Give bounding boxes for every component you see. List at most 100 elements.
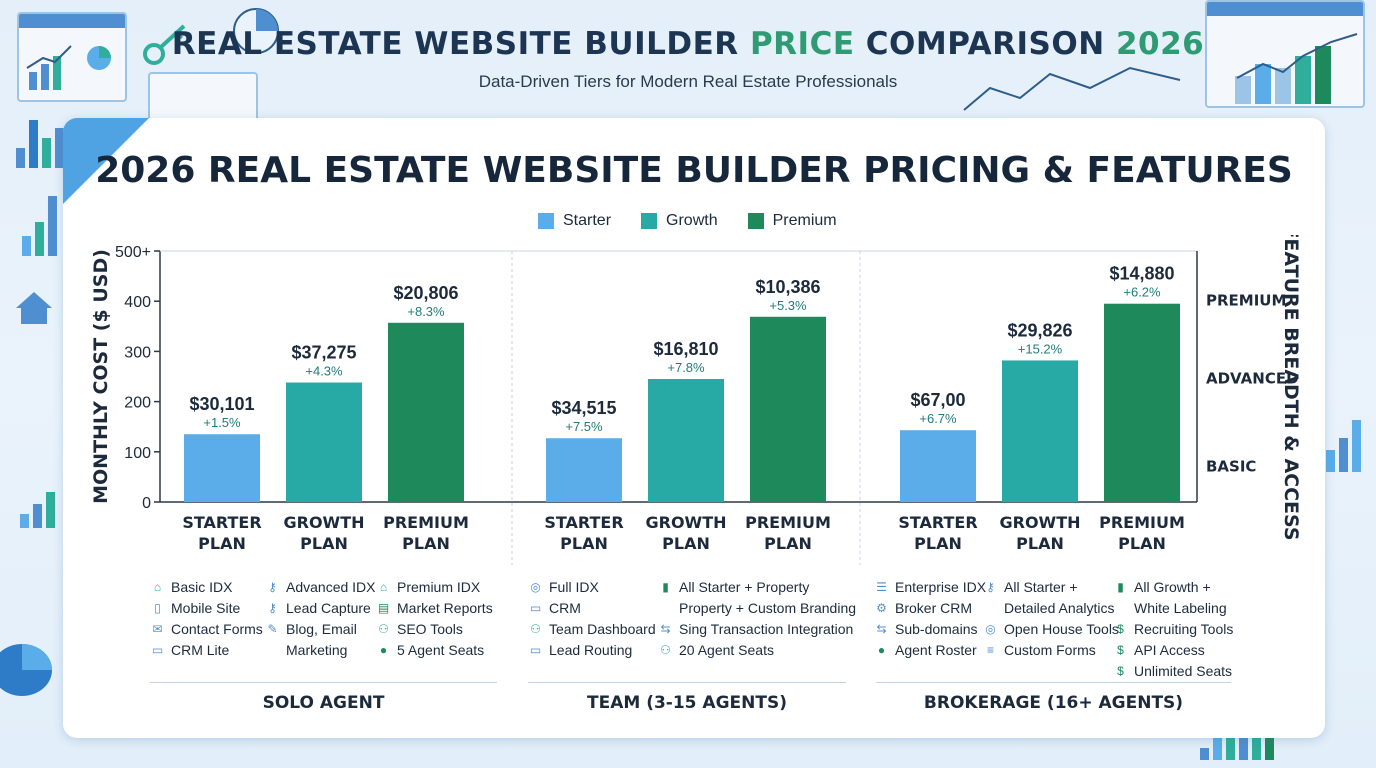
bar-chart-icon: ▮: [1117, 580, 1124, 594]
feature-text: Blog, Email Marketing: [286, 621, 357, 658]
decor-bars-right-1: [1326, 410, 1361, 472]
bar-change-label: +1.5%: [203, 415, 241, 430]
legend-item-growth: Growth: [641, 212, 718, 230]
features-team-starter: ◎ Full IDX ▭ CRM ⚇ Team Dashboard ▭ Lead Routin…: [528, 577, 656, 661]
person-icon: ●: [379, 643, 388, 657]
feature-text: CRM: [549, 600, 581, 616]
key-icon: ⚷: [268, 580, 277, 594]
chat-icon: ▭: [529, 643, 542, 657]
feature-item: ✎ Blog, Email Marketing: [265, 619, 376, 661]
feature-item: ▤ Market Reports: [376, 598, 493, 619]
feature-text: Lead Capture: [286, 600, 371, 616]
right-axis-tick-label: PREMIUM: [1206, 292, 1286, 310]
feature-item: ⚷ All Starter + Detailed Analytics: [983, 577, 1119, 619]
feature-text: Market Reports: [397, 600, 493, 616]
feature-item: ⚙ Broker CRM: [874, 598, 986, 619]
feature-text: API Access: [1134, 642, 1205, 658]
y-tick-label: 200: [124, 395, 151, 412]
chart-title: 2026 REAL ESTATE WEBSITE BUILDER PRICING…: [95, 150, 1293, 191]
bar-change-label: +4.3%: [305, 364, 343, 379]
legend-item-premium: Premium: [747, 212, 837, 230]
decor-pie-icon: [233, 8, 279, 54]
feature-text: 5 Agent Seats: [397, 642, 485, 658]
bar-price-label: $29,826: [1007, 320, 1072, 340]
feature-item: ▭ CRM Lite: [150, 640, 263, 661]
bar-price-label: $34,515: [551, 398, 616, 418]
feature-text: Basic IDX: [171, 579, 233, 595]
feature-text: Enterprise IDX: [895, 579, 987, 595]
feature-text: 20 Agent Seats: [679, 642, 774, 658]
target-icon: ◎: [985, 622, 996, 636]
feature-item: $ Recruiting Tools: [1113, 619, 1233, 640]
feature-item: $ Unlimited Seats: [1113, 661, 1233, 682]
decor-dashboard-card-right: [1205, 0, 1365, 108]
decor-trend-chart-icon: [1235, 33, 1358, 104]
bar-change-label: +5.3%: [769, 298, 807, 313]
legend-label-starter: Starter: [563, 212, 612, 229]
feature-text: Full IDX: [549, 579, 599, 595]
legend-label-growth: Growth: [666, 212, 718, 229]
gear-icon: ⚙: [876, 601, 887, 615]
report-icon: ▤: [377, 601, 390, 615]
chat-icon: ▭: [529, 601, 542, 615]
feature-item: ▮ All Growth + White Labeling: [1113, 577, 1233, 619]
bar-price-label: $37,275: [291, 343, 356, 363]
bar-price-label: $16,810: [653, 339, 718, 359]
x-category-label: PLAN: [662, 534, 710, 553]
x-category-label: PREMIUM: [1099, 513, 1185, 532]
title-part-2: COMPARISON: [854, 26, 1116, 62]
decor-house-icon: [16, 292, 52, 324]
feature-text: Lead Routing: [549, 642, 633, 658]
bar-change-label: +6.7%: [919, 411, 957, 426]
y-tick-label: 100: [124, 445, 151, 462]
x-category-label: GROWTH: [999, 513, 1080, 532]
decor-page-card: [148, 72, 258, 122]
list-icon: ☰: [876, 580, 887, 594]
flow-icon: ⇆: [876, 622, 887, 636]
feature-item: ⇆ Sub-domains: [874, 619, 986, 640]
decor-bars-left-2: [22, 190, 57, 256]
title-part-1: REAL ESTATE WEBSITE BUILDER: [171, 26, 750, 62]
feature-item: ● Agent Roster: [874, 640, 986, 661]
features-brokerage-growth: ⚷ All Starter + Detailed Analytics ◎ Open H…: [983, 577, 1119, 661]
home-icon: ⌂: [153, 580, 162, 594]
y-tick-label: 300: [124, 344, 151, 361]
y-tick-label: 0: [142, 495, 151, 512]
legend-label-premium: Premium: [772, 212, 837, 229]
feature-text: Custom Forms: [1004, 642, 1096, 658]
mobile-icon: ▯: [154, 601, 161, 615]
bar-premium: [388, 322, 464, 502]
segment-divider-brokerage: [876, 682, 1231, 683]
feature-text: Recruiting Tools: [1134, 621, 1234, 637]
right-axis-tick-label: ADVANCED: [1206, 370, 1299, 388]
person-icon: ●: [877, 643, 886, 657]
bar-price-label: $67,00: [910, 390, 965, 410]
feature-item: ● 5 Agent Seats: [376, 640, 493, 661]
feature-text: All Starter + Property Property + Custom…: [679, 579, 857, 616]
feature-item: ▮ All Starter + Property Property + Custo…: [658, 577, 856, 619]
segment-divider-team: [528, 682, 846, 683]
y-axis-title: MONTHLY COST ($ USD): [90, 249, 112, 504]
x-category-label: PLAN: [402, 534, 450, 553]
decor-chart-icon: [26, 45, 111, 90]
decor-bars-left-1: [16, 118, 64, 168]
x-category-label: GROWTH: [283, 513, 364, 532]
feature-text: Agent Roster: [895, 642, 977, 658]
feature-item: ⚷ Advanced IDX: [265, 577, 375, 598]
x-category-label: PLAN: [198, 534, 246, 553]
bar-growth: [286, 382, 362, 502]
bar-change-label: +8.3%: [407, 304, 445, 319]
title-accent-year: 2026: [1115, 26, 1205, 62]
bar-price-label: $30,101: [189, 394, 254, 414]
segment-label-solo: SOLO AGENT: [262, 693, 385, 713]
features-brokerage-premium: ▮ All Growth + White Labeling $ Recruiting …: [1113, 577, 1233, 682]
feature-item: ⚇ SEO Tools: [376, 619, 493, 640]
feature-text: SEO Tools: [397, 621, 463, 637]
features-team-growth: ▮ All Starter + Property Property + Custo…: [658, 577, 856, 661]
feature-item: ⇆ Sing Transaction Integration: [658, 619, 856, 640]
segment-label-team: TEAM (3-15 AGENTS): [587, 693, 787, 713]
y-tick-label: 500+: [115, 244, 151, 261]
feature-text: Contact Forms: [171, 621, 263, 637]
feature-item: ⚇ 20 Agent Seats: [658, 640, 856, 661]
bar-change-label: +7.5%: [565, 419, 603, 434]
